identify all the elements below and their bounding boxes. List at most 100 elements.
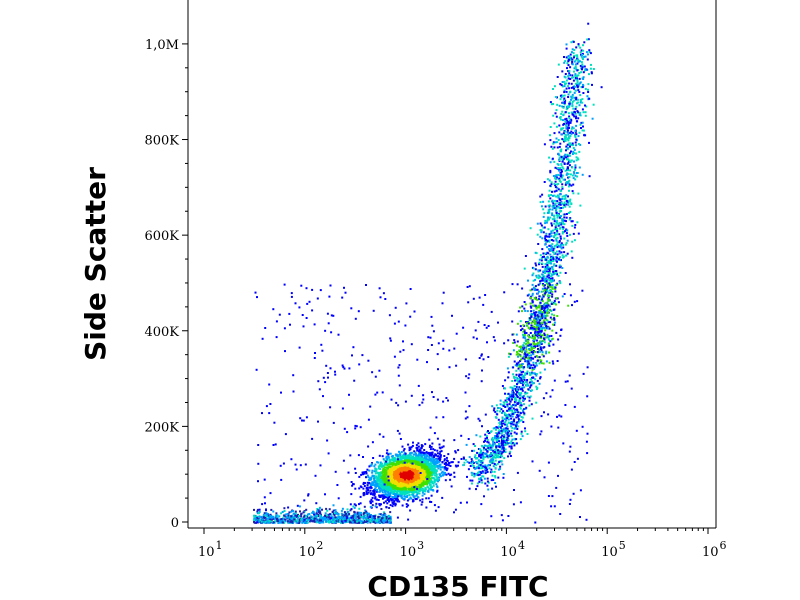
event-point	[436, 460, 439, 463]
event-point	[378, 479, 381, 482]
event-point	[554, 112, 557, 115]
event-point	[490, 462, 493, 465]
event-point	[534, 296, 537, 299]
event-point	[408, 498, 411, 501]
event-point	[384, 468, 387, 471]
event-point	[378, 467, 380, 470]
event-point	[443, 473, 446, 476]
event-point	[562, 119, 564, 122]
event-point	[556, 96, 558, 99]
event-point	[500, 421, 503, 424]
event-point	[411, 455, 414, 458]
event-point	[492, 444, 495, 447]
event-point	[394, 482, 397, 485]
event-point	[570, 159, 573, 162]
event-point	[555, 264, 558, 267]
event-point	[374, 488, 377, 491]
event-point	[392, 490, 394, 493]
event-point	[543, 304, 546, 306]
event-point	[544, 329, 547, 332]
event-point	[531, 274, 534, 277]
event-point	[591, 117, 594, 120]
event-point	[389, 465, 392, 468]
event-point	[548, 240, 551, 243]
event-point	[375, 490, 378, 493]
event-point	[433, 458, 435, 461]
event-point	[401, 497, 404, 500]
event-point	[368, 486, 371, 489]
event-point	[366, 474, 369, 477]
event-point	[486, 438, 489, 441]
event-point	[511, 393, 514, 395]
event-point	[506, 440, 508, 443]
event-point	[538, 333, 540, 336]
event-point	[568, 189, 570, 192]
event-point	[427, 479, 430, 482]
event-point	[583, 55, 586, 58]
event-point	[561, 186, 564, 189]
event-point	[540, 259, 543, 262]
event-point	[577, 135, 580, 138]
event-point	[391, 476, 394, 479]
event-point	[396, 484, 399, 487]
event-point	[565, 82, 568, 85]
event-point	[411, 486, 414, 489]
event-point	[506, 436, 509, 439]
event-point	[548, 344, 551, 347]
event-point	[487, 481, 490, 484]
event-point	[393, 466, 396, 469]
event-point	[546, 312, 549, 315]
event-point	[369, 489, 372, 492]
event-point	[523, 341, 526, 344]
event-point	[375, 482, 378, 485]
event-point	[519, 306, 522, 309]
event-point	[423, 478, 426, 481]
event-point	[426, 466, 429, 468]
event-point	[570, 220, 573, 223]
event-point	[529, 313, 532, 316]
event-point	[398, 476, 400, 479]
event-point	[575, 63, 577, 66]
event-point	[401, 462, 404, 465]
event-point	[466, 475, 468, 478]
event-point	[398, 485, 401, 488]
event-point	[405, 462, 408, 465]
event-point	[549, 171, 552, 174]
event-point	[417, 466, 420, 468]
event-point	[401, 464, 404, 467]
event-point	[552, 270, 555, 273]
event-point	[574, 166, 577, 169]
event-point	[425, 451, 428, 454]
event-point	[406, 461, 408, 464]
event-point	[541, 305, 544, 308]
event-point	[548, 279, 551, 282]
event-point	[414, 473, 417, 476]
event-point	[588, 49, 591, 52]
event-point	[537, 298, 540, 301]
event-point	[400, 494, 403, 497]
event-point	[384, 479, 387, 482]
event-point	[564, 183, 567, 186]
event-point	[513, 385, 516, 387]
event-point	[571, 166, 574, 169]
event-point	[522, 382, 525, 385]
event-point	[510, 425, 513, 428]
event-point	[540, 257, 543, 260]
event-point	[575, 159, 578, 162]
event-point	[556, 76, 559, 78]
event-point	[549, 285, 552, 288]
event-point	[473, 472, 476, 475]
event-point	[370, 492, 373, 495]
event-point	[546, 251, 549, 254]
event-point	[495, 439, 498, 442]
event-point	[377, 499, 380, 501]
event-point	[376, 471, 379, 474]
event-point	[511, 386, 514, 389]
event-point	[404, 470, 407, 473]
event-point	[574, 73, 577, 76]
event-point	[432, 484, 435, 487]
event-point	[566, 138, 569, 141]
event-point	[548, 294, 551, 297]
event-point	[542, 290, 545, 293]
event-point	[486, 484, 489, 487]
